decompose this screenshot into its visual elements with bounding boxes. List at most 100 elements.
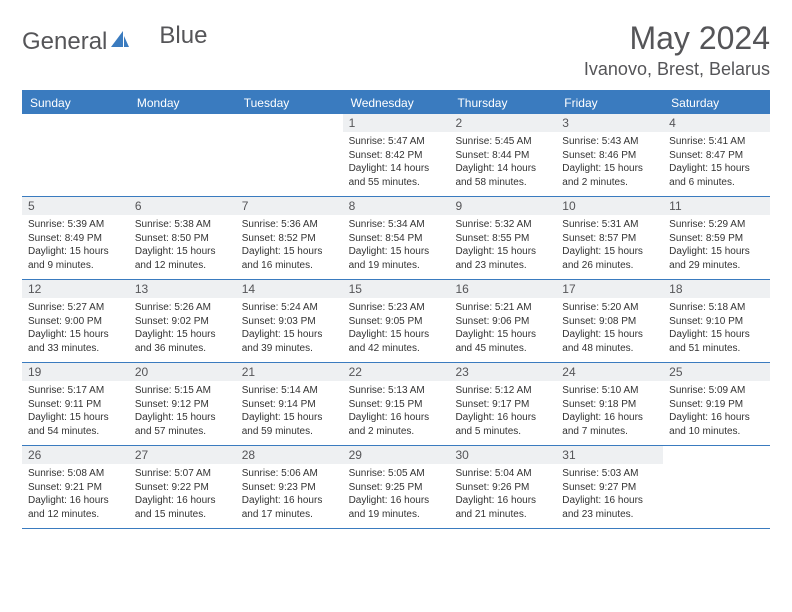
day-details: Sunrise: 5:31 AMSunset: 8:57 PMDaylight:… bbox=[556, 215, 663, 278]
day-number: 26 bbox=[22, 446, 129, 464]
day-number: 19 bbox=[22, 363, 129, 381]
day-cell: 1Sunrise: 5:47 AMSunset: 8:42 PMDaylight… bbox=[343, 114, 450, 196]
day-details: Sunrise: 5:05 AMSunset: 9:25 PMDaylight:… bbox=[343, 464, 450, 527]
day-cell: 20Sunrise: 5:15 AMSunset: 9:12 PMDayligh… bbox=[129, 363, 236, 445]
day-cell: 16Sunrise: 5:21 AMSunset: 9:06 PMDayligh… bbox=[449, 280, 556, 362]
week-row: 5Sunrise: 5:39 AMSunset: 8:49 PMDaylight… bbox=[22, 197, 770, 280]
day-number: 15 bbox=[343, 280, 450, 298]
day-number: 14 bbox=[236, 280, 343, 298]
day-cell: 3Sunrise: 5:43 AMSunset: 8:46 PMDaylight… bbox=[556, 114, 663, 196]
day-cell: 6Sunrise: 5:38 AMSunset: 8:50 PMDaylight… bbox=[129, 197, 236, 279]
week-row: 19Sunrise: 5:17 AMSunset: 9:11 PMDayligh… bbox=[22, 363, 770, 446]
day-details: Sunrise: 5:21 AMSunset: 9:06 PMDaylight:… bbox=[449, 298, 556, 361]
day-number: 20 bbox=[129, 363, 236, 381]
day-cell: 31Sunrise: 5:03 AMSunset: 9:27 PMDayligh… bbox=[556, 446, 663, 528]
day-cell: 28Sunrise: 5:06 AMSunset: 9:23 PMDayligh… bbox=[236, 446, 343, 528]
day-number: 22 bbox=[343, 363, 450, 381]
day-number: 5 bbox=[22, 197, 129, 215]
day-cell: 7Sunrise: 5:36 AMSunset: 8:52 PMDaylight… bbox=[236, 197, 343, 279]
day-cell: 22Sunrise: 5:13 AMSunset: 9:15 PMDayligh… bbox=[343, 363, 450, 445]
day-details: Sunrise: 5:39 AMSunset: 8:49 PMDaylight:… bbox=[22, 215, 129, 278]
day-details: Sunrise: 5:32 AMSunset: 8:55 PMDaylight:… bbox=[449, 215, 556, 278]
day-cell bbox=[236, 114, 343, 196]
logo-text-1: General bbox=[22, 28, 107, 56]
day-number: 17 bbox=[556, 280, 663, 298]
day-number: 27 bbox=[129, 446, 236, 464]
day-number: 7 bbox=[236, 197, 343, 215]
day-number: 2 bbox=[449, 114, 556, 132]
day-cell: 29Sunrise: 5:05 AMSunset: 9:25 PMDayligh… bbox=[343, 446, 450, 528]
day-details: Sunrise: 5:14 AMSunset: 9:14 PMDaylight:… bbox=[236, 381, 343, 444]
day-details: Sunrise: 5:15 AMSunset: 9:12 PMDaylight:… bbox=[129, 381, 236, 444]
week-row: 1Sunrise: 5:47 AMSunset: 8:42 PMDaylight… bbox=[22, 114, 770, 197]
day-details: Sunrise: 5:06 AMSunset: 9:23 PMDaylight:… bbox=[236, 464, 343, 527]
day-cell: 30Sunrise: 5:04 AMSunset: 9:26 PMDayligh… bbox=[449, 446, 556, 528]
day-details: Sunrise: 5:38 AMSunset: 8:50 PMDaylight:… bbox=[129, 215, 236, 278]
day-number: 24 bbox=[556, 363, 663, 381]
day-details: Sunrise: 5:10 AMSunset: 9:18 PMDaylight:… bbox=[556, 381, 663, 444]
day-cell bbox=[129, 114, 236, 196]
day-cell: 25Sunrise: 5:09 AMSunset: 9:19 PMDayligh… bbox=[663, 363, 770, 445]
day-details: Sunrise: 5:34 AMSunset: 8:54 PMDaylight:… bbox=[343, 215, 450, 278]
weekday-header: Wednesday bbox=[343, 92, 450, 114]
day-number: 16 bbox=[449, 280, 556, 298]
day-details: Sunrise: 5:04 AMSunset: 9:26 PMDaylight:… bbox=[449, 464, 556, 527]
sail-icon bbox=[109, 29, 131, 56]
month-title: May 2024 bbox=[584, 20, 770, 57]
weeks-container: 1Sunrise: 5:47 AMSunset: 8:42 PMDaylight… bbox=[22, 114, 770, 529]
day-cell: 21Sunrise: 5:14 AMSunset: 9:14 PMDayligh… bbox=[236, 363, 343, 445]
day-cell: 26Sunrise: 5:08 AMSunset: 9:21 PMDayligh… bbox=[22, 446, 129, 528]
day-cell: 15Sunrise: 5:23 AMSunset: 9:05 PMDayligh… bbox=[343, 280, 450, 362]
day-cell: 2Sunrise: 5:45 AMSunset: 8:44 PMDaylight… bbox=[449, 114, 556, 196]
weekday-header: Saturday bbox=[663, 92, 770, 114]
calendar-grid: SundayMondayTuesdayWednesdayThursdayFrid… bbox=[22, 90, 770, 529]
day-cell: 5Sunrise: 5:39 AMSunset: 8:49 PMDaylight… bbox=[22, 197, 129, 279]
day-number: 3 bbox=[556, 114, 663, 132]
day-details: Sunrise: 5:23 AMSunset: 9:05 PMDaylight:… bbox=[343, 298, 450, 361]
day-number: 8 bbox=[343, 197, 450, 215]
weekday-header: Sunday bbox=[22, 92, 129, 114]
day-details: Sunrise: 5:27 AMSunset: 9:00 PMDaylight:… bbox=[22, 298, 129, 361]
day-number: 30 bbox=[449, 446, 556, 464]
day-number: 25 bbox=[663, 363, 770, 381]
day-cell: 12Sunrise: 5:27 AMSunset: 9:00 PMDayligh… bbox=[22, 280, 129, 362]
location-text: Ivanovo, Brest, Belarus bbox=[584, 59, 770, 80]
day-number: 29 bbox=[343, 446, 450, 464]
day-number: 13 bbox=[129, 280, 236, 298]
day-cell: 10Sunrise: 5:31 AMSunset: 8:57 PMDayligh… bbox=[556, 197, 663, 279]
page-header: General Blue May 2024 Ivanovo, Brest, Be… bbox=[22, 20, 770, 80]
day-number: 28 bbox=[236, 446, 343, 464]
day-details: Sunrise: 5:29 AMSunset: 8:59 PMDaylight:… bbox=[663, 215, 770, 278]
day-details: Sunrise: 5:12 AMSunset: 9:17 PMDaylight:… bbox=[449, 381, 556, 444]
day-details: Sunrise: 5:18 AMSunset: 9:10 PMDaylight:… bbox=[663, 298, 770, 361]
calendar-page: General Blue May 2024 Ivanovo, Brest, Be… bbox=[0, 0, 792, 549]
header-right: May 2024 Ivanovo, Brest, Belarus bbox=[584, 20, 770, 80]
day-cell: 18Sunrise: 5:18 AMSunset: 9:10 PMDayligh… bbox=[663, 280, 770, 362]
day-number: 1 bbox=[343, 114, 450, 132]
day-details: Sunrise: 5:03 AMSunset: 9:27 PMDaylight:… bbox=[556, 464, 663, 527]
day-details: Sunrise: 5:20 AMSunset: 9:08 PMDaylight:… bbox=[556, 298, 663, 361]
week-row: 26Sunrise: 5:08 AMSunset: 9:21 PMDayligh… bbox=[22, 446, 770, 529]
day-number: 23 bbox=[449, 363, 556, 381]
day-details: Sunrise: 5:47 AMSunset: 8:42 PMDaylight:… bbox=[343, 132, 450, 195]
day-number: 6 bbox=[129, 197, 236, 215]
day-cell: 4Sunrise: 5:41 AMSunset: 8:47 PMDaylight… bbox=[663, 114, 770, 196]
day-number: 9 bbox=[449, 197, 556, 215]
day-cell: 17Sunrise: 5:20 AMSunset: 9:08 PMDayligh… bbox=[556, 280, 663, 362]
day-details: Sunrise: 5:24 AMSunset: 9:03 PMDaylight:… bbox=[236, 298, 343, 361]
day-details: Sunrise: 5:07 AMSunset: 9:22 PMDaylight:… bbox=[129, 464, 236, 527]
day-details: Sunrise: 5:45 AMSunset: 8:44 PMDaylight:… bbox=[449, 132, 556, 195]
day-details: Sunrise: 5:13 AMSunset: 9:15 PMDaylight:… bbox=[343, 381, 450, 444]
day-number: 11 bbox=[663, 197, 770, 215]
day-details: Sunrise: 5:09 AMSunset: 9:19 PMDaylight:… bbox=[663, 381, 770, 444]
day-cell bbox=[663, 446, 770, 528]
day-number: 4 bbox=[663, 114, 770, 132]
day-cell: 11Sunrise: 5:29 AMSunset: 8:59 PMDayligh… bbox=[663, 197, 770, 279]
day-cell: 14Sunrise: 5:24 AMSunset: 9:03 PMDayligh… bbox=[236, 280, 343, 362]
day-details: Sunrise: 5:26 AMSunset: 9:02 PMDaylight:… bbox=[129, 298, 236, 361]
day-cell: 24Sunrise: 5:10 AMSunset: 9:18 PMDayligh… bbox=[556, 363, 663, 445]
week-row: 12Sunrise: 5:27 AMSunset: 9:00 PMDayligh… bbox=[22, 280, 770, 363]
day-cell: 23Sunrise: 5:12 AMSunset: 9:17 PMDayligh… bbox=[449, 363, 556, 445]
day-number: 18 bbox=[663, 280, 770, 298]
day-cell: 27Sunrise: 5:07 AMSunset: 9:22 PMDayligh… bbox=[129, 446, 236, 528]
